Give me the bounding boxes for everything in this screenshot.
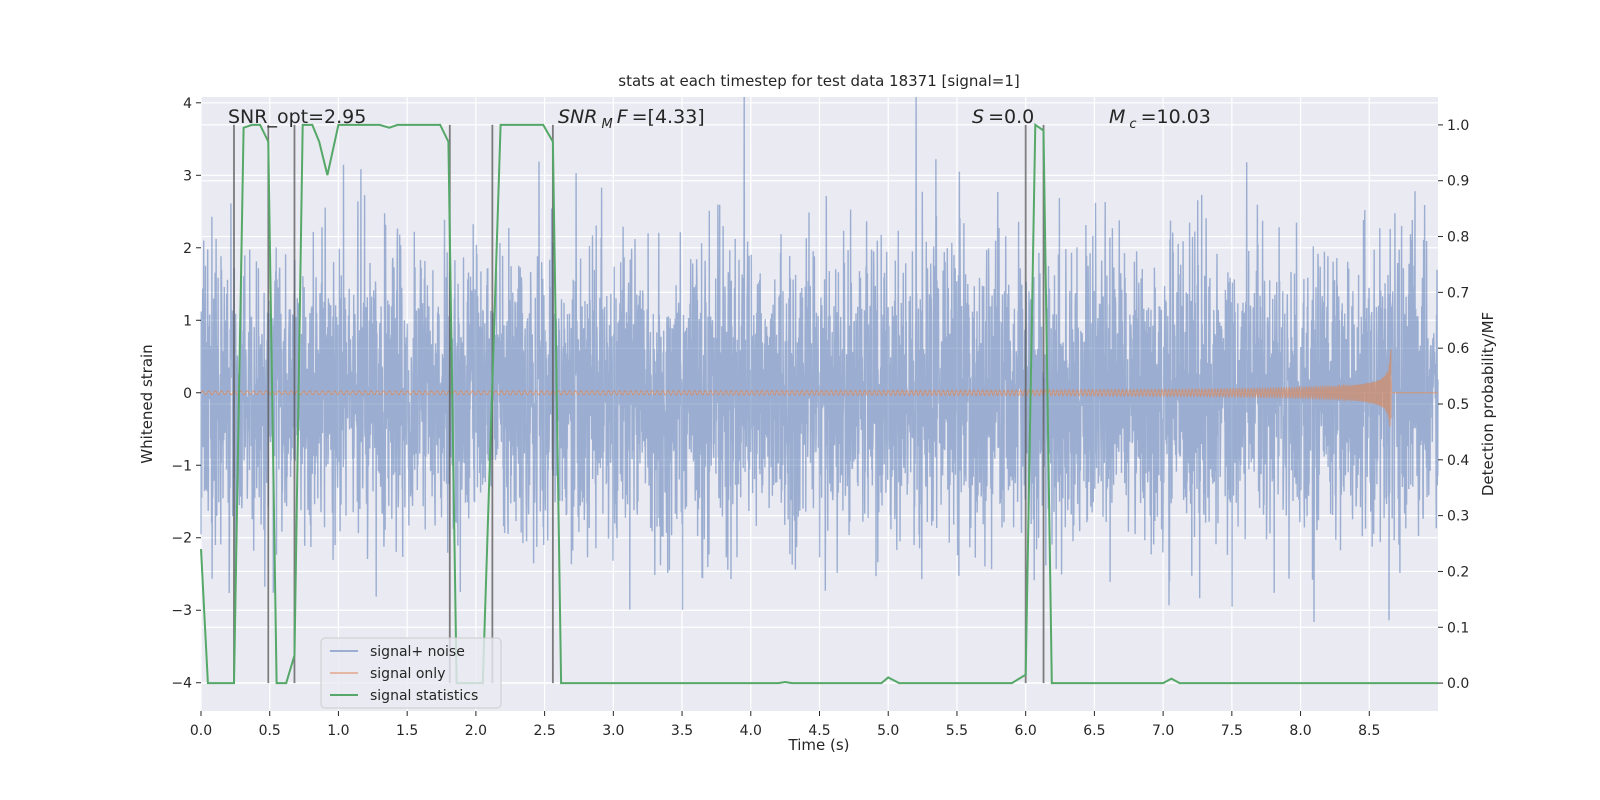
y-ticks-right: 1.0 0.9 0.8 0.7 0.6 0.5 0.4 0.3 0.2 0.1 0.0 (1438, 118, 1469, 692)
y-tick-label: −3 (171, 603, 192, 619)
y-right-tick-label: 0.5 (1447, 397, 1469, 413)
y-right-tick-label: 0.9 (1447, 174, 1469, 190)
y-right-tick-label: 0.7 (1447, 285, 1469, 301)
y-tick-label: 2 (183, 241, 192, 257)
x-tick-label: 3.5 (671, 723, 693, 739)
s-symbol: S (972, 106, 984, 128)
annotation-snr-opt: SNR_opt=2.95 (228, 106, 366, 128)
x-axis-label: Time (s) (788, 736, 850, 754)
mc-subscript: c (1129, 117, 1136, 132)
y-axis-label-right: Detection probability/MF (1479, 312, 1497, 496)
x-tick-label: 8.0 (1289, 723, 1311, 739)
x-tick-label: 6.5 (1083, 723, 1105, 739)
legend-label-signal: signal only (370, 666, 445, 682)
snr-mf-value: =[4.33] (632, 106, 705, 128)
x-tick-label: 5.0 (877, 723, 899, 739)
x-tick-label: 5.5 (946, 723, 968, 739)
mc-symbol: M (1109, 106, 1125, 128)
legend: signal+ noise signal only signal statist… (320, 637, 502, 709)
annotation-s: S =0.0 (972, 106, 1034, 128)
x-tick-label: 2.5 (533, 723, 555, 739)
x-tick-label: 7.0 (1152, 723, 1174, 739)
x-tick-label: 3.0 (602, 723, 624, 739)
x-tick-label: 7.5 (1221, 723, 1243, 739)
x-tick-label: 1.0 (327, 723, 349, 739)
signal-only-line (200, 349, 1438, 427)
y-tick-label: −4 (171, 676, 192, 692)
y-right-tick-label: 0.1 (1447, 620, 1469, 636)
signal-plus-noise-series (200, 96, 1439, 623)
y-tick-label: 1 (183, 313, 192, 329)
y-tick-label: −1 (171, 458, 192, 474)
y-right-tick-label: 0.6 (1447, 341, 1469, 357)
y-tick-label: −2 (171, 531, 192, 547)
x-tick-label: 1.5 (396, 723, 418, 739)
snr-mf-symbol: SNR (558, 106, 597, 128)
x-ticks: 0.0 0.5 1.0 1.5 2.0 2.5 3.0 3.5 4.0 4.5 5.0 5.5 6.0 6… (190, 711, 1380, 739)
x-tick-label: 0.5 (259, 723, 281, 739)
y-right-tick-label: 0.3 (1447, 509, 1469, 525)
snr-mf-symbol2: F (617, 106, 629, 128)
x-tick-label: 6.0 (1015, 723, 1037, 739)
y-right-tick-label: 1.0 (1447, 118, 1469, 134)
x-tick-label: 8.5 (1358, 723, 1380, 739)
legend-box (320, 637, 502, 709)
y-right-tick-label: 0.8 (1447, 230, 1469, 246)
annotation-snr-mf: SNR M F =[4.33] (558, 106, 705, 132)
legend-label-noise: signal+ noise (370, 644, 465, 660)
y-right-tick-label: 0.0 (1447, 676, 1469, 692)
x-tick-label: 4.0 (740, 723, 762, 739)
y-tick-label: 0 (183, 386, 192, 402)
legend-label-statistics: signal statistics (370, 688, 478, 704)
signal-plus-noise-line (200, 96, 1439, 623)
y-right-tick-label: 0.4 (1447, 453, 1469, 469)
s-value: =0.0 (988, 106, 1034, 128)
y-tick-label: 3 (183, 168, 192, 184)
x-tick-label: 4.5 (808, 723, 830, 739)
y-axis-label: Whitened strain (138, 344, 156, 463)
y-ticks-left: 4 3 2 1 0 −1 −2 −3 −4 (171, 96, 201, 692)
x-tick-label: 0.0 (190, 723, 212, 739)
y-right-tick-label: 0.2 (1447, 564, 1469, 580)
y-tick-label: 4 (183, 96, 192, 112)
signal-only-series (200, 349, 1438, 427)
chart-title: stats at each timestep for test data 183… (618, 72, 1019, 90)
x-tick-label: 2.0 (465, 723, 487, 739)
snr-mf-subscript: M (601, 117, 612, 132)
mc-value: =10.03 (1141, 106, 1211, 128)
